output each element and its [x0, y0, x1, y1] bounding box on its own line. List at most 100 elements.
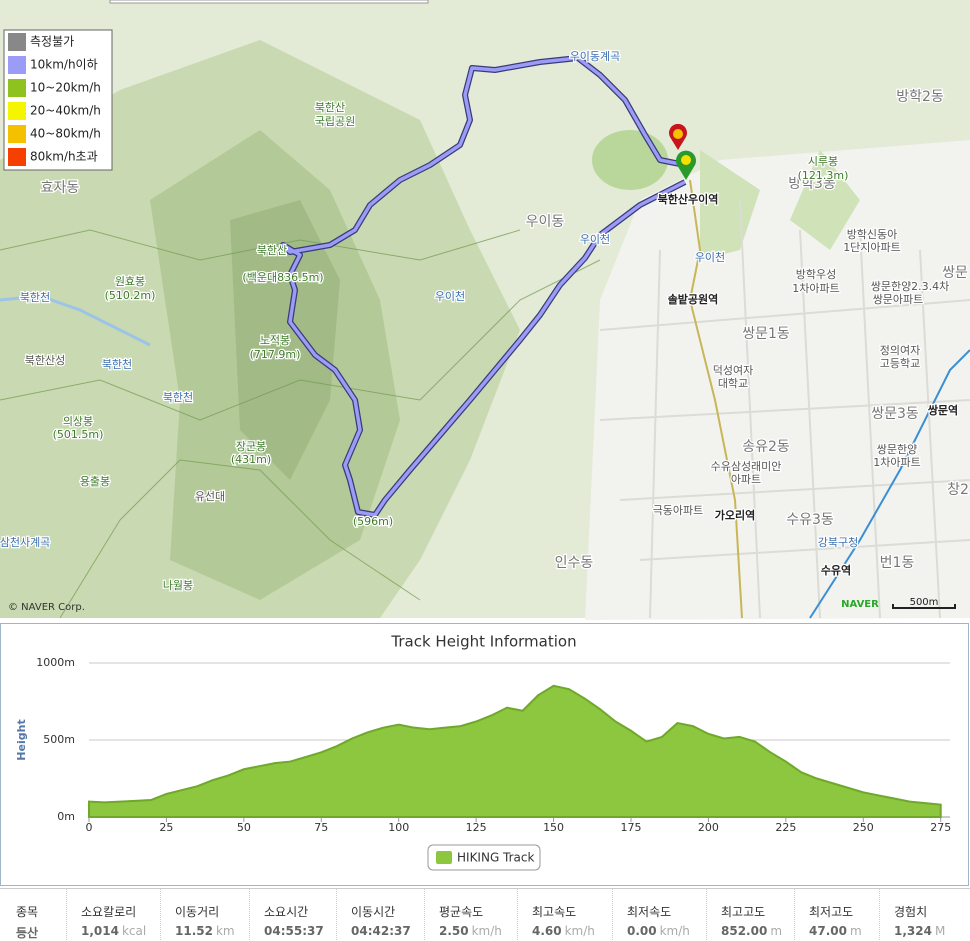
legend-swatch	[8, 33, 26, 51]
map-label: (501.5m)	[53, 428, 104, 441]
stat-value: 등산	[16, 926, 39, 940]
map-label: 쌍문1동	[742, 326, 790, 342]
map-label: 장군봉	[236, 440, 266, 453]
map-label: 우이천	[435, 289, 465, 303]
x-tick-label: 200	[698, 821, 719, 834]
x-tick-label: 250	[853, 821, 874, 834]
map-label: 의상봉	[63, 415, 93, 428]
stat-unit: km/h	[659, 924, 690, 938]
map-label: 솔밭공원역	[668, 292, 719, 306]
map-label: 북한산	[315, 101, 345, 114]
toolbar	[109, 0, 429, 4]
brand: NAVER	[841, 599, 879, 610]
stat-value-row: 4.60 km/h	[532, 924, 595, 938]
stat-unit: km/h	[564, 924, 595, 938]
legend-label: 20~40km/h	[30, 104, 101, 118]
legend-swatch	[8, 125, 26, 143]
stream	[0, 294, 151, 347]
x-tick-label: 50	[237, 821, 251, 834]
map-label: 효자동	[41, 180, 80, 196]
stat-value: 2.50	[439, 924, 469, 938]
stat-unit: m	[770, 924, 783, 938]
city	[585, 140, 970, 620]
subway-line	[688, 179, 743, 619]
map-labels: 북한산 국립공원 효자동 우이동 방학2동 방학3동 시루봉 (121.3m) …	[0, 49, 970, 594]
map-label: (121.3m)	[798, 169, 849, 182]
stat: 소요칼로리 1,014 kcal	[66, 889, 146, 940]
map-label: 강북구청	[818, 536, 858, 549]
map-label: 쌍문역	[928, 403, 958, 417]
legend-label: 측정불가	[30, 35, 74, 49]
stat: 최고고도 852.00 m	[706, 889, 782, 940]
map-label: 1차아파트	[792, 282, 839, 295]
stat-value: 47.00	[809, 924, 847, 938]
legend-label: 10~20km/h	[30, 81, 101, 95]
stat-unit: kcal	[121, 924, 147, 938]
x-tick-label: 225	[775, 821, 796, 834]
stat-value-row: 등산	[16, 924, 38, 941]
map-label: 원효봉	[115, 275, 145, 288]
legend-label: 80km/h초과	[30, 150, 98, 164]
map-label: 쌍문한양	[877, 443, 917, 456]
stat-value-row: 04:42:37	[351, 924, 411, 938]
map-label: 쌍문한양2.3.4차	[871, 280, 950, 293]
map-label: (510.2m)	[105, 289, 156, 302]
map-label: 우이천	[580, 232, 610, 246]
map-label: 북한산성	[25, 354, 65, 367]
legend-swatch	[8, 79, 26, 97]
map-label: 쌍문	[942, 265, 968, 281]
x-tick-label: 75	[314, 821, 328, 834]
stat: 소요시간 04:55:37	[249, 889, 324, 940]
map-label: 북한천	[20, 290, 50, 304]
plot: 0m 500m 1000m 0 25 50 75 100 125 150 175 200 225 250 2…	[36, 656, 951, 871]
map-label: 정의여자	[880, 344, 920, 357]
stat-value-row: 47.00 m	[809, 924, 862, 938]
stat-value-row: 852.00 m	[721, 924, 782, 938]
x-tick-label: 275	[930, 821, 951, 834]
map-label: 방학3동	[788, 176, 836, 192]
stat-value: 04:55:37	[264, 924, 324, 938]
map-label: 북한천	[102, 357, 132, 371]
stat-value: 0.00	[627, 924, 657, 938]
map-label: 1단지아파트	[843, 241, 901, 254]
map-label: 수유3동	[786, 512, 834, 528]
x-tick-label: 100	[388, 821, 409, 834]
page-svg: 북한산 국립공원 효자동 우이동 방학2동 방학3동 시루봉 (121.3m) …	[0, 0, 970, 886]
map-label: 국립공원	[315, 115, 355, 128]
map-label: 우이천	[695, 250, 725, 264]
map-label: 나월봉	[163, 579, 193, 592]
stat: 이동시간 04:42:37	[336, 889, 411, 940]
stat-label: 이동거리	[175, 905, 220, 919]
x-tick-label: 175	[620, 821, 641, 834]
mountain	[230, 200, 340, 480]
stat-unit: m	[849, 924, 862, 938]
stat-label: 최고속도	[532, 905, 577, 919]
stat-label: 종목	[16, 905, 39, 919]
map-label: 극동아파트	[653, 504, 704, 517]
track	[281, 56, 686, 517]
y-tick-label: 1000m	[36, 656, 75, 669]
x-tick-label: 25	[159, 821, 173, 834]
stat-unit: M	[934, 924, 946, 938]
map-label: 송유2동	[742, 439, 790, 455]
y-axis-label: Height	[15, 719, 28, 760]
subway-line	[809, 349, 970, 619]
map-label: 용출봉	[80, 475, 110, 488]
legend-swatch	[8, 56, 26, 74]
stat: 평균속도 2.50 km/h	[424, 889, 502, 940]
stat-value: 852.00	[721, 924, 768, 938]
map-label: 수유역	[821, 563, 851, 577]
park	[700, 150, 860, 260]
map-label: 번1동	[880, 555, 915, 571]
map-label: 삼천사계곡	[0, 535, 50, 549]
map-label: 창2	[947, 482, 969, 498]
copyright: © NAVER Corp.	[8, 602, 85, 613]
map-label: 덕성여자	[713, 364, 753, 377]
roads	[599, 199, 970, 619]
map-label: 시루봉	[808, 155, 838, 168]
trails	[0, 229, 601, 619]
map-label: 북한산	[257, 244, 287, 257]
legend-swatch	[8, 102, 26, 120]
stat-unit: km/h	[471, 924, 502, 938]
